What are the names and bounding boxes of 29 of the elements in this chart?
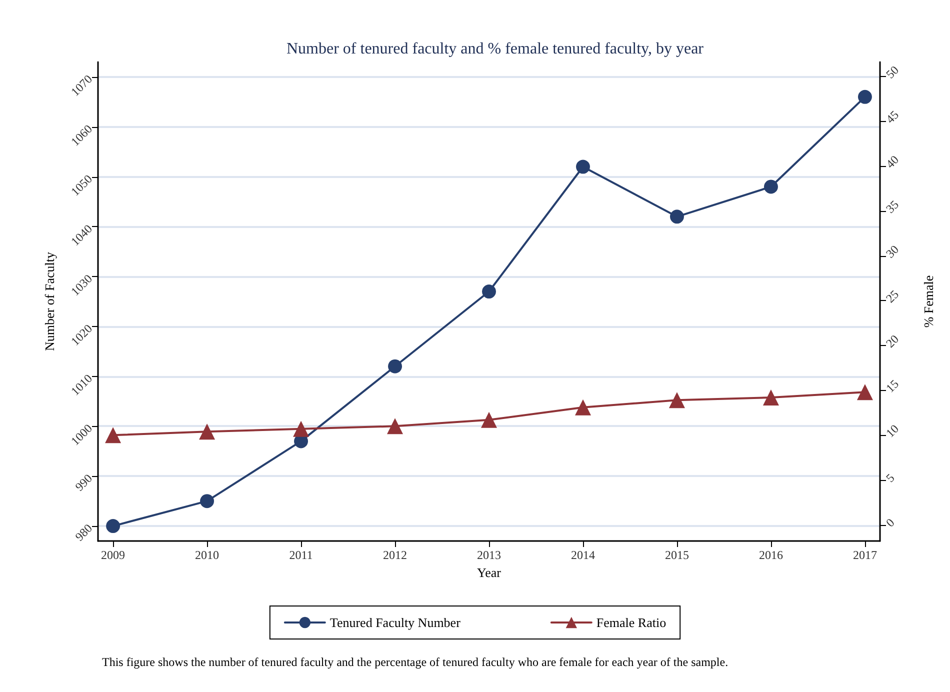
y2-tick-label: 40	[883, 152, 902, 171]
y2-tick-label: 35	[883, 197, 902, 216]
x-tick-label: 2014	[570, 548, 595, 562]
y2-tick-label: 20	[883, 332, 902, 350]
y-tick-label: 980	[72, 521, 95, 544]
x-tick-label: 2015	[664, 548, 689, 562]
y-axis-title: Number of Faculty	[42, 252, 57, 351]
x-tick-label: 2009	[101, 548, 126, 562]
y2-tick-label: 5	[883, 470, 898, 485]
x-tick-label: 2016	[758, 548, 783, 562]
chart-title: Number of tenured faculty and % female tenured faculty, by year	[286, 40, 704, 58]
y2-tick-label: 30	[883, 242, 902, 261]
x-tick-label: 2010	[195, 548, 220, 562]
x-tick-label: 2012	[383, 548, 408, 562]
legend-label: Female Ratio	[596, 615, 666, 630]
y2-tick-label: 0	[883, 516, 898, 530]
x-tick-label: 2017	[852, 548, 877, 562]
y2-tick-label: 45	[883, 108, 902, 126]
y2-tick-label: 50	[883, 62, 902, 82]
y2-tick-label: 15	[883, 376, 902, 396]
y-tick-label: 990	[72, 471, 95, 494]
x-tick-label: 2011	[289, 548, 313, 562]
y2-axis-title: % Female	[921, 275, 936, 328]
y2-tick-label: 10	[883, 422, 902, 440]
text: This figure shows the number of tenured faculty and the percentage of tenured faculty who are female for each year of the sample.	[102, 655, 728, 669]
legend-label: Tenured Faculty Number	[330, 615, 462, 630]
x-axis-title: Year	[477, 564, 502, 580]
y2-tick-label: 25	[883, 287, 902, 306]
x-tick-label: 2013	[477, 548, 501, 562]
